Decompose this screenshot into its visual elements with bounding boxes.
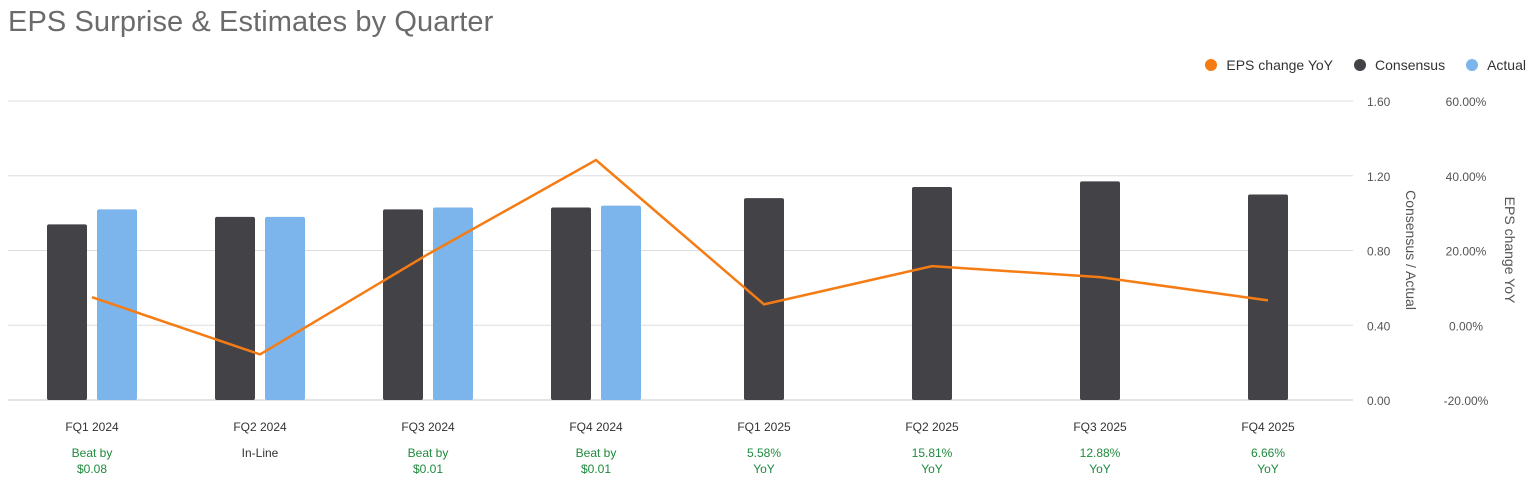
legend-actual-marker <box>1466 59 1479 71</box>
chart-bars <box>47 181 1288 400</box>
actual-bar <box>601 205 641 400</box>
consensus-bar <box>551 207 591 400</box>
x-axis-tick-label: FQ3 2024 <box>401 420 455 434</box>
annotation-line1: In-Line <box>242 446 279 460</box>
annotation-line1: Beat by <box>408 446 449 460</box>
annotation-line1: 15.81% <box>912 446 953 460</box>
chart-yoy-line <box>91 158 1269 356</box>
annotation-line2: YoY <box>753 462 775 476</box>
right-axis-tick-label: 40.00% <box>1446 170 1487 184</box>
legend-consensus-label: Consensus <box>1375 57 1446 73</box>
annotation-line2: YoY <box>1257 462 1279 476</box>
chart-right-axis: -20.00% 0.00% 20.00% 40.00% 60.00% EPS change… <box>1444 95 1518 408</box>
left-axis-tick-label: 0.80 <box>1367 245 1391 259</box>
annotation-line1: Beat by <box>576 446 617 460</box>
right-axis-tick-label: -20.00% <box>1444 394 1489 408</box>
left-axis-tick-label: 1.20 <box>1367 170 1391 184</box>
left-axis-tick-label: 1.60 <box>1367 95 1391 109</box>
x-axis-tick-label: FQ4 2024 <box>569 420 623 434</box>
chart-gridlines <box>8 100 1353 401</box>
right-axis-tick-label: 60.00% <box>1446 95 1487 109</box>
right-axis-title: EPS change YoY <box>1502 197 1518 304</box>
legend-eps-change-label: EPS change YoY <box>1226 57 1334 73</box>
consensus-bar <box>383 209 423 400</box>
x-axis-tick-label: FQ3 2025 <box>1073 420 1127 434</box>
consensus-bar <box>744 198 784 400</box>
consensus-bar <box>47 224 87 400</box>
annotation-line1: 6.66% <box>1251 446 1285 460</box>
x-axis-tick-label: FQ2 2025 <box>905 420 959 434</box>
legend-consensus-marker <box>1354 59 1367 71</box>
legend-actual-label: Actual <box>1487 57 1526 73</box>
left-axis-title: Consensus / Actual <box>1403 190 1419 310</box>
consensus-bar <box>215 216 255 400</box>
annotation-line1: 12.88% <box>1080 446 1121 460</box>
annotation-line2: YoY <box>921 462 943 476</box>
chart-x-axis: FQ1 2024 FQ2 2024 FQ3 2024 FQ4 2024 FQ1 2025… <box>65 420 1295 434</box>
left-axis-tick-label: 0.40 <box>1367 319 1391 333</box>
consensus-bar <box>1248 194 1288 400</box>
actual-bar <box>433 207 473 400</box>
chart-legend: EPS change YoY Consensus Actual <box>1184 57 1526 73</box>
yoy-line <box>91 158 1269 356</box>
right-axis-tick-label: 20.00% <box>1446 245 1487 259</box>
x-axis-tick-label: FQ2 2024 <box>233 420 287 434</box>
annotation-line2: $0.08 <box>77 462 107 476</box>
right-axis-tick-label: 0.00% <box>1449 319 1483 333</box>
legend-eps-change-marker <box>1205 59 1218 71</box>
x-axis-tick-label: FQ4 2025 <box>1241 420 1295 434</box>
chart-annotations: Beat by $0.08 In-Line Beat by $0.01 Beat by $0… <box>72 446 1286 476</box>
x-axis-tick-label: FQ1 2025 <box>737 420 791 434</box>
legend-item-actual[interactable]: Actual <box>1466 57 1526 73</box>
actual-bar <box>265 216 305 400</box>
chart-title: EPS Surprise & Estimates by Quarter <box>8 6 494 38</box>
annotation-line2: $0.01 <box>413 462 443 476</box>
left-axis-tick-label: 0.00 <box>1367 394 1391 408</box>
annotation-line2: YoY <box>1089 462 1111 476</box>
x-axis-tick-label: FQ1 2024 <box>65 420 119 434</box>
chart-left-axis: 0.00 0.40 0.80 1.20 1.60 Consensus / Actual <box>1367 95 1419 408</box>
annotation-line2: $0.01 <box>581 462 611 476</box>
legend-item-consensus[interactable]: Consensus <box>1354 57 1445 73</box>
consensus-bar <box>912 186 952 400</box>
annotation-line1: Beat by <box>72 446 113 460</box>
legend-item-eps-change[interactable]: EPS change YoY <box>1205 57 1333 73</box>
consensus-bar <box>1080 181 1120 400</box>
annotation-line1: 5.58% <box>747 446 781 460</box>
